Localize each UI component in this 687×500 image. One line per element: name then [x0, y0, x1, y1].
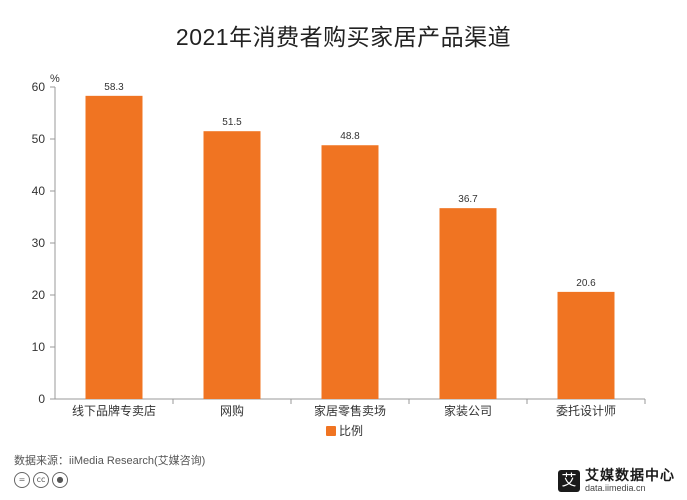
- logo-mark-icon: 艾: [558, 469, 580, 492]
- bar-value-label: 20.6: [576, 278, 596, 289]
- logo-url: data.iimedia.cn: [585, 483, 646, 493]
- bar-value-label: 48.8: [340, 131, 360, 142]
- y-axis-unit: %: [50, 73, 60, 85]
- chart-title: 2021年消费者购买家居产品渠道: [175, 24, 512, 50]
- y-tick-label: 10: [32, 340, 46, 354]
- bar: [85, 95, 143, 399]
- logo-name: 艾媒数据中心: [585, 467, 675, 483]
- bar-value-label: 36.7: [458, 194, 478, 205]
- y-tick-label: 30: [32, 236, 46, 250]
- bar: [321, 145, 379, 399]
- x-tick-label: 家居零售卖场: [314, 403, 386, 418]
- license-icons: = cc ●: [14, 472, 68, 488]
- cc-equal-icon: =: [14, 472, 30, 488]
- chart-bars: 58.3 51.5 48.8 36.7 20.6: [85, 82, 615, 399]
- data-source: 数据来源：iiMedia Research(艾媒咨询): [14, 455, 206, 467]
- bar: [557, 291, 615, 399]
- bar-value-label: 51.5: [222, 117, 242, 128]
- cc-icon: cc: [33, 472, 49, 488]
- chart-legend: 比例: [326, 424, 363, 438]
- legend-swatch: [326, 426, 336, 436]
- bar-chart: 0 10 20 30 40 50 60% 线下品牌专卖店 网购 家居零售卖场 家装公司 委托设计师 5…: [32, 73, 646, 438]
- y-tick-label: 60: [32, 80, 46, 94]
- y-tick-label: 40: [32, 184, 46, 198]
- bar: [203, 131, 261, 399]
- y-tick-label: 0: [38, 392, 45, 406]
- bar-value-label: 58.3: [104, 82, 124, 93]
- legend-label: 比例: [339, 424, 363, 438]
- y-tick-label: 20: [32, 288, 46, 302]
- x-tick-label: 家装公司: [444, 403, 492, 418]
- x-tick-label: 网购: [220, 403, 244, 418]
- y-tick-label: 50: [32, 132, 46, 146]
- cc-person-icon: ●: [52, 472, 68, 488]
- bar: [439, 208, 497, 399]
- x-tick-label: 委托设计师: [556, 404, 616, 418]
- x-tick-label: 线下品牌专卖店: [72, 403, 156, 418]
- brand-logo: 艾 艾媒数据中心 data.iimedia.cn: [558, 468, 675, 493]
